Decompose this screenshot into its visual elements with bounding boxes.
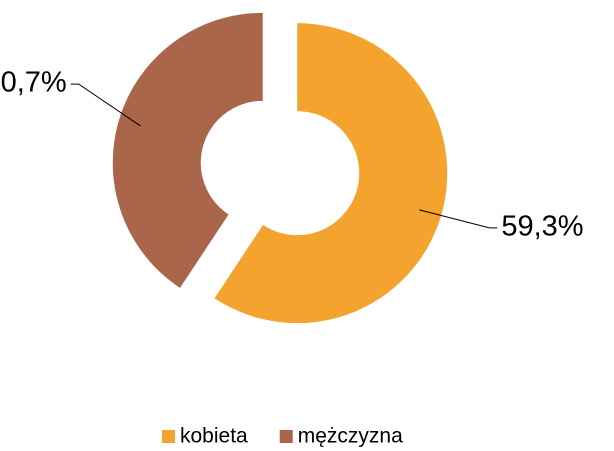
legend-swatch xyxy=(162,430,175,443)
legend-swatch xyxy=(279,430,293,443)
leader-line xyxy=(419,209,498,229)
data-label: 59,3% xyxy=(501,211,583,243)
donut-slice xyxy=(112,12,263,288)
legend-label: mężczyzna xyxy=(298,425,403,448)
data-label: 40,7% xyxy=(0,67,67,99)
leader-line xyxy=(70,83,141,127)
donut-slice xyxy=(214,23,448,324)
legend-label: kobieta xyxy=(180,425,248,448)
